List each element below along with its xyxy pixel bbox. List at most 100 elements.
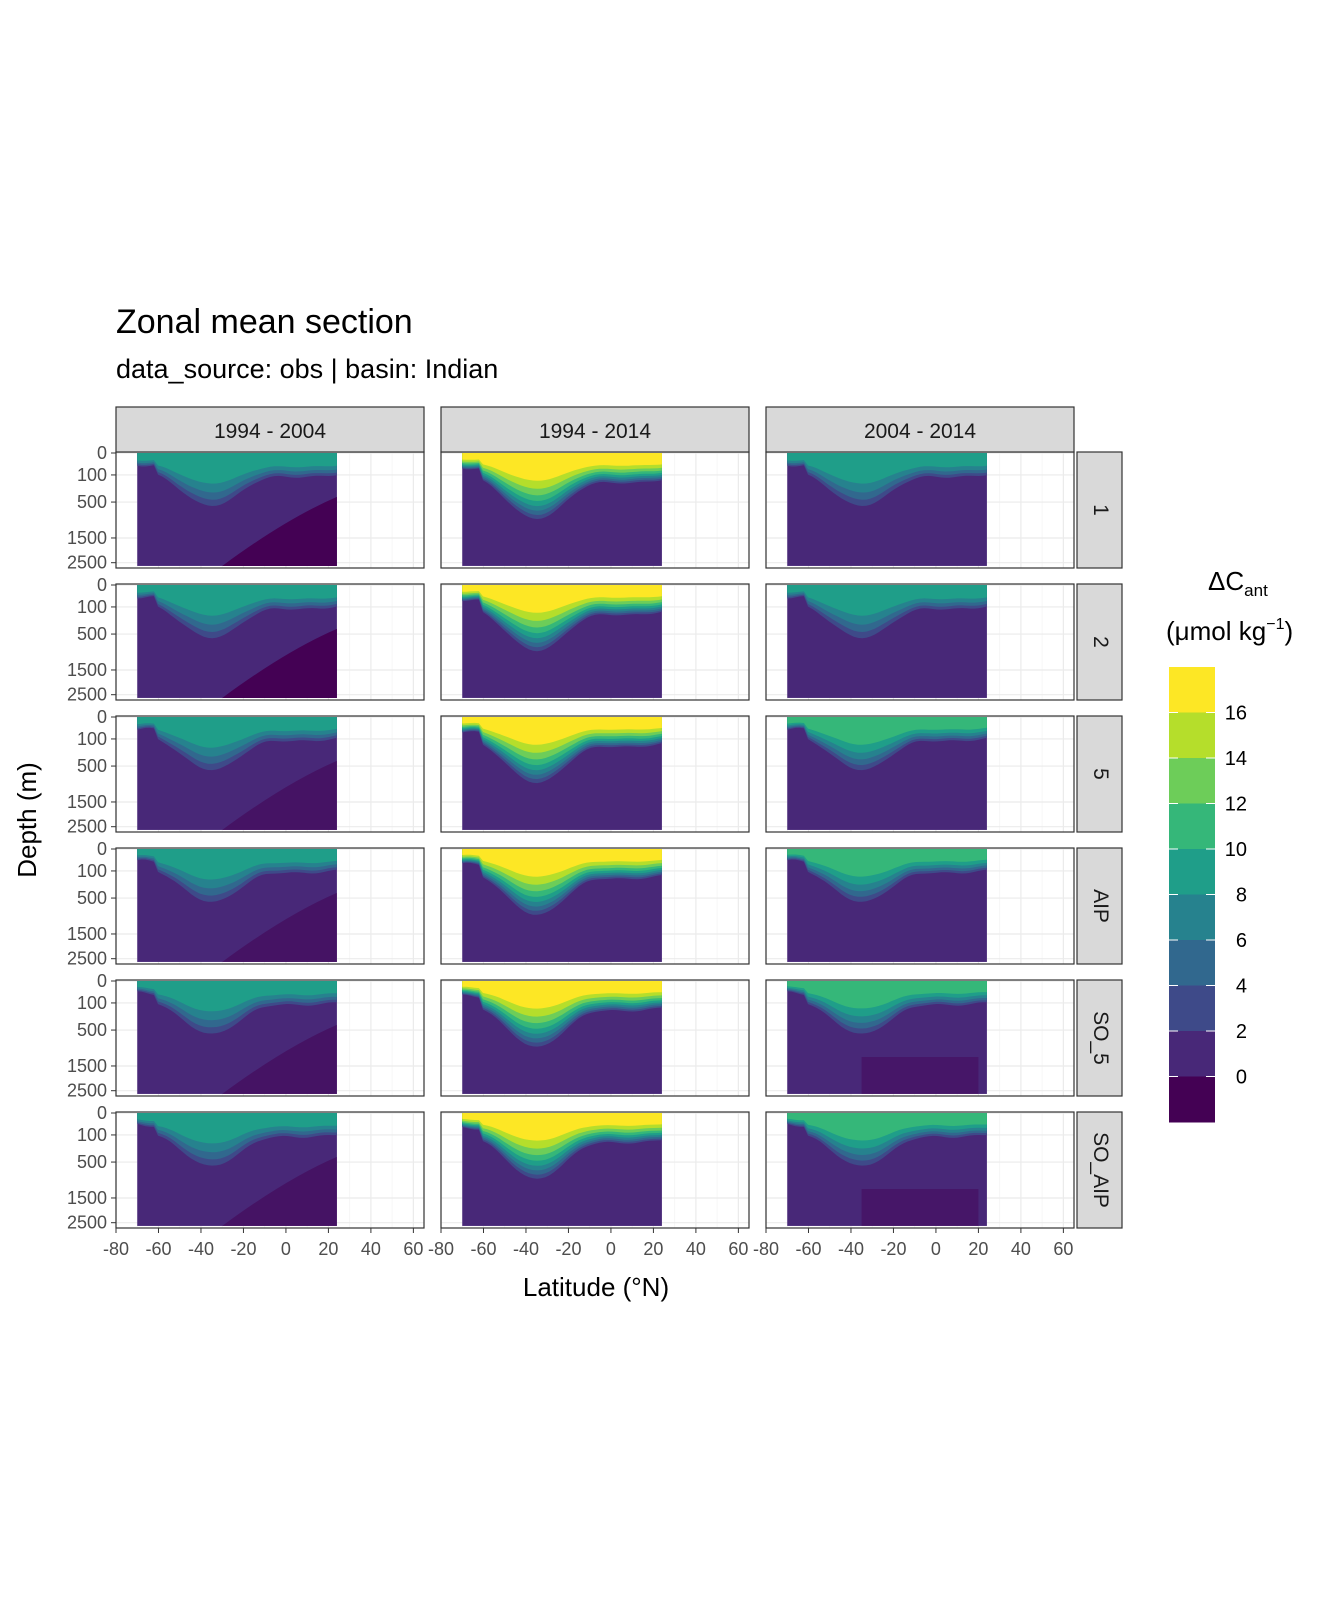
facet-strip-row bbox=[1076, 1111, 1123, 1229]
facet-strip-row bbox=[1076, 583, 1123, 701]
x-tick-label: 40 bbox=[686, 1239, 706, 1259]
facet-strip-row bbox=[1076, 715, 1123, 833]
contour-band bbox=[787, 453, 987, 484]
y-tick-label: 500 bbox=[77, 756, 107, 776]
legend-color-swatch bbox=[1169, 667, 1215, 713]
x-tick-label: -60 bbox=[145, 1239, 171, 1259]
legend-label: 8 bbox=[1236, 885, 1247, 907]
facet-strip-row bbox=[1076, 979, 1123, 1097]
contour-band bbox=[787, 849, 987, 877]
panel-border bbox=[440, 847, 750, 965]
contour-band bbox=[861, 1057, 979, 1094]
y-tick-label: 1500 bbox=[67, 528, 107, 548]
contour-band bbox=[222, 496, 337, 566]
contour-band bbox=[462, 717, 662, 745]
panel-border bbox=[765, 583, 1075, 701]
x-tick-label: -20 bbox=[230, 1239, 256, 1259]
legend-title: ΔCant bbox=[1208, 566, 1268, 600]
facet-strip-row-label: 5 bbox=[1089, 768, 1112, 780]
facet-strip-column-label: 2004 - 2014 bbox=[864, 420, 976, 443]
legend-label: 2 bbox=[1236, 1021, 1247, 1043]
contour-band bbox=[462, 585, 662, 613]
y-tick-label: 500 bbox=[77, 624, 107, 644]
contour-band bbox=[222, 1024, 337, 1094]
x-tick-label: 20 bbox=[643, 1239, 663, 1259]
y-tick-label: 0 bbox=[97, 707, 107, 727]
panel-border bbox=[115, 1111, 425, 1229]
y-tick-label: 100 bbox=[77, 465, 107, 485]
contour-band bbox=[137, 585, 337, 616]
panel-border bbox=[765, 847, 1075, 965]
contour-band bbox=[787, 717, 987, 745]
contour-band bbox=[137, 1113, 337, 1144]
y-tick-label: 100 bbox=[77, 597, 107, 617]
panel-border bbox=[115, 847, 425, 965]
legend-unit: (μmol kg−1) bbox=[1166, 616, 1293, 646]
y-tick-label: 100 bbox=[77, 1125, 107, 1145]
chart-title: Zonal mean section bbox=[116, 303, 413, 341]
x-tick-label: -80 bbox=[103, 1239, 129, 1259]
facet-strip-row bbox=[1076, 451, 1123, 569]
panel-border bbox=[765, 979, 1075, 1097]
contour-band bbox=[222, 628, 337, 698]
legend: ΔCant (μmol kg−1) 16 14 12 10 8 6 4 2 0 bbox=[1166, 566, 1293, 1123]
panel-border bbox=[765, 715, 1075, 833]
contour-band bbox=[462, 1113, 662, 1141]
x-tick-label: 20 bbox=[968, 1239, 988, 1259]
legend-color-swatch bbox=[1169, 940, 1215, 986]
y-tick-label: 500 bbox=[77, 1020, 107, 1040]
legend-label: 12 bbox=[1225, 794, 1247, 816]
y-tick-label: 0 bbox=[97, 839, 107, 859]
facet-strip-row-label: 1 bbox=[1089, 504, 1112, 516]
x-tick-label: -20 bbox=[880, 1239, 906, 1259]
legend-color-swatch bbox=[1169, 803, 1215, 850]
x-tick-label: -60 bbox=[795, 1239, 821, 1259]
x-tick-label: 60 bbox=[1053, 1239, 1073, 1259]
facet-panel bbox=[765, 715, 1075, 833]
contour-band bbox=[462, 981, 662, 1009]
legend-color-swatch bbox=[1169, 985, 1215, 1032]
panel-border bbox=[115, 715, 425, 833]
y-tick-label: 0 bbox=[97, 575, 107, 595]
legend-color-swatch bbox=[1169, 1031, 1215, 1077]
legend-label: 6 bbox=[1236, 930, 1247, 952]
contour-band bbox=[222, 892, 337, 962]
y-tick-label: 0 bbox=[97, 971, 107, 991]
contour-band bbox=[462, 849, 662, 877]
x-tick-label: -40 bbox=[513, 1239, 539, 1259]
facet-panel: -80 -60 -40 -20 0 20 40 60 bbox=[753, 1111, 1075, 1259]
facet-strip-row-label: AIP bbox=[1089, 889, 1112, 923]
contour-band bbox=[787, 1113, 987, 1141]
contour-band bbox=[462, 453, 662, 481]
panel-border bbox=[765, 1111, 1075, 1229]
facet-panel bbox=[440, 715, 750, 833]
y-tick-label: 500 bbox=[77, 492, 107, 512]
x-tick-label: 20 bbox=[318, 1239, 338, 1259]
legend-color-swatch bbox=[1169, 894, 1215, 941]
y-tick-label: 2500 bbox=[67, 949, 107, 969]
legend-color-swatch bbox=[1169, 758, 1215, 804]
x-tick-label: -80 bbox=[428, 1239, 454, 1259]
y-tick-label: 500 bbox=[77, 888, 107, 908]
x-tick-label: -40 bbox=[188, 1239, 214, 1259]
facet-strip-column-label: 1994 - 2004 bbox=[214, 420, 326, 443]
y-tick-label: 1500 bbox=[67, 792, 107, 812]
contour-band bbox=[137, 849, 337, 880]
y-tick-label: 1500 bbox=[67, 660, 107, 680]
facet-strip-column bbox=[115, 406, 425, 453]
facet-strip-column bbox=[440, 406, 750, 453]
x-axis-title: Latitude (°N) bbox=[523, 1272, 669, 1302]
y-tick-label: 2500 bbox=[67, 817, 107, 837]
y-tick-label: 2500 bbox=[67, 1213, 107, 1233]
facet-strip-column bbox=[765, 406, 1075, 453]
y-tick-label: 500 bbox=[77, 1152, 107, 1172]
y-tick-label: 0 bbox=[97, 443, 107, 463]
facet-strip-row-label: 2 bbox=[1089, 636, 1112, 648]
x-tick-label: -20 bbox=[555, 1239, 581, 1259]
x-tick-label: 0 bbox=[606, 1239, 616, 1259]
y-tick-label: 2500 bbox=[67, 685, 107, 705]
